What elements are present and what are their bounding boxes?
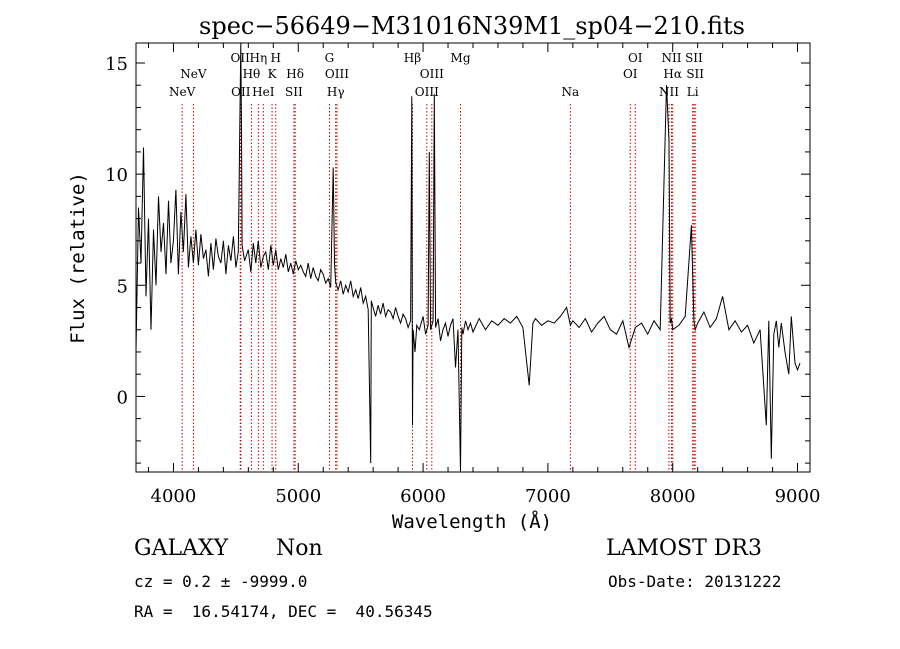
chart-title: spec−56649−M31016N39M1_sp04−210.fits — [199, 12, 745, 40]
observation-date: Obs-Date: 20131222 — [608, 572, 782, 591]
y-tick-label-15: 15 — [105, 54, 128, 75]
flux-series-line — [135, 42, 801, 473]
marker-label-13: Hγ — [327, 85, 345, 99]
marker-label-7: K — [268, 67, 278, 81]
marker-label-1: NeV — [180, 67, 207, 81]
x-axis-ticks: 4000 5000 6000 7000 8000 9000 — [147, 43, 821, 507]
marker-label-14: Hβ — [404, 51, 421, 65]
marker-label-10: SII — [285, 85, 303, 99]
marker-label-20: OI — [623, 67, 638, 81]
y-axis-label: Flux (relative) — [67, 172, 89, 344]
marker-label-15: OIII — [420, 67, 444, 81]
marker-label-16: OIII — [415, 85, 439, 99]
marker-label-4: Hθ — [243, 67, 261, 81]
x-tick-label-4000: 4000 — [151, 486, 197, 507]
y-axis-ticks: 0 5 10 15 — [105, 54, 810, 464]
y-tick-label-5: 5 — [117, 276, 128, 297]
marker-label-21: NII — [661, 51, 681, 65]
marker-label-24: SII — [685, 51, 703, 65]
marker-label-22: Hα — [663, 67, 682, 81]
marker-label-18: Na — [562, 85, 580, 99]
marker-label-26: Li — [687, 85, 699, 99]
x-axis-label: Wavelength (Å) — [392, 510, 552, 533]
marker-label-12: OIII — [325, 67, 349, 81]
y-tick-label-10: 10 — [105, 165, 128, 186]
marker-label-8: H — [271, 51, 281, 65]
survey-name: LAMOST DR3 — [606, 536, 762, 561]
coordinates: RA = 16.54174, DEC = 40.56345 — [134, 602, 433, 621]
marker-label-19: OI — [628, 51, 643, 65]
object-class: GALAXY — [134, 536, 229, 561]
x-tick-label-9000: 9000 — [775, 486, 821, 507]
spectral-line-markers: NeVNeVOIIOIIHθHηHeIKHHδSIIGOIIIHγHβOIIIO… — [169, 51, 704, 472]
marker-label-23: NII — [659, 85, 679, 99]
marker-label-17: Mg — [451, 51, 471, 65]
y-tick-label-0: 0 — [117, 387, 128, 408]
marker-label-6: HeI — [252, 85, 275, 99]
x-tick-label-5000: 5000 — [275, 486, 321, 507]
marker-label-9: Hδ — [286, 67, 304, 81]
marker-label-5: Hη — [249, 51, 267, 65]
marker-label-25: SII — [686, 67, 704, 81]
x-tick-label-7000: 7000 — [525, 486, 571, 507]
marker-label-0: NeV — [169, 85, 196, 99]
x-tick-label-6000: 6000 — [400, 486, 446, 507]
object-subclass: Non — [276, 536, 323, 561]
x-tick-label-8000: 8000 — [650, 486, 696, 507]
marker-label-11: G — [325, 51, 335, 65]
redshift-value: cz = 0.2 ± -9999.0 — [134, 572, 308, 591]
